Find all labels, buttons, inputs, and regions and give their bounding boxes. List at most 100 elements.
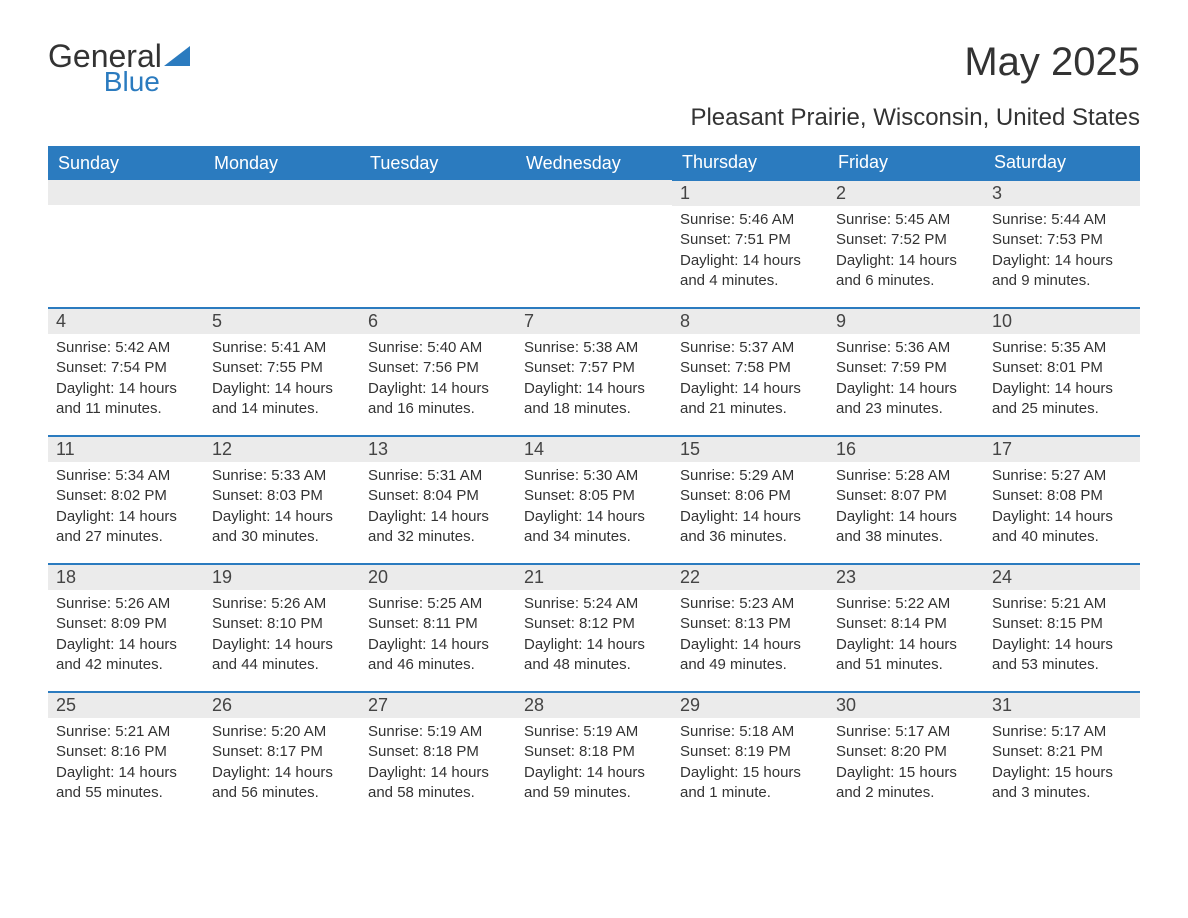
daylight-line: Daylight: 14 hours and 36 minutes. [680, 507, 820, 548]
day-number: 23 [828, 565, 984, 590]
header: General Blue May 2025 [48, 40, 1140, 96]
weekday-header: Tuesday [360, 146, 516, 180]
sunrise-line: Sunrise: 5:26 AM [212, 594, 352, 614]
daylight-line: Daylight: 14 hours and 14 minutes. [212, 379, 352, 420]
daylight-line: Daylight: 14 hours and 48 minutes. [524, 635, 664, 676]
sunrise-line: Sunrise: 5:41 AM [212, 338, 352, 358]
sunset-line: Sunset: 7:58 PM [680, 358, 820, 378]
calendar-cell: 30Sunrise: 5:17 AMSunset: 8:20 PMDayligh… [828, 692, 984, 820]
daylight-line: Daylight: 14 hours and 32 minutes. [368, 507, 508, 548]
day-number: 25 [48, 693, 204, 718]
day-number: 8 [672, 309, 828, 334]
calendar-cell: 5Sunrise: 5:41 AMSunset: 7:55 PMDaylight… [204, 308, 360, 436]
sunrise-line: Sunrise: 5:34 AM [56, 466, 196, 486]
sunset-line: Sunset: 8:05 PM [524, 486, 664, 506]
calendar-cell: 23Sunrise: 5:22 AMSunset: 8:14 PMDayligh… [828, 564, 984, 692]
day-body: Sunrise: 5:37 AMSunset: 7:58 PMDaylight:… [672, 334, 828, 427]
sunset-line: Sunset: 8:16 PM [56, 742, 196, 762]
sunset-line: Sunset: 8:09 PM [56, 614, 196, 634]
day-body: Sunrise: 5:17 AMSunset: 8:21 PMDaylight:… [984, 718, 1140, 811]
calendar-cell [48, 180, 204, 308]
sunset-line: Sunset: 7:57 PM [524, 358, 664, 378]
day-number: 9 [828, 309, 984, 334]
sunrise-line: Sunrise: 5:19 AM [368, 722, 508, 742]
sunset-line: Sunset: 8:10 PM [212, 614, 352, 634]
calendar-cell: 10Sunrise: 5:35 AMSunset: 8:01 PMDayligh… [984, 308, 1140, 436]
daylight-line: Daylight: 14 hours and 56 minutes. [212, 763, 352, 804]
daylight-line: Daylight: 14 hours and 42 minutes. [56, 635, 196, 676]
sunset-line: Sunset: 8:18 PM [368, 742, 508, 762]
calendar-cell: 18Sunrise: 5:26 AMSunset: 8:09 PMDayligh… [48, 564, 204, 692]
sunrise-line: Sunrise: 5:17 AM [992, 722, 1132, 742]
day-body: Sunrise: 5:40 AMSunset: 7:56 PMDaylight:… [360, 334, 516, 427]
daylight-line: Daylight: 14 hours and 11 minutes. [56, 379, 196, 420]
day-body: Sunrise: 5:29 AMSunset: 8:06 PMDaylight:… [672, 462, 828, 555]
sunrise-line: Sunrise: 5:28 AM [836, 466, 976, 486]
sunset-line: Sunset: 8:11 PM [368, 614, 508, 634]
sunset-line: Sunset: 8:21 PM [992, 742, 1132, 762]
day-body: Sunrise: 5:17 AMSunset: 8:20 PMDaylight:… [828, 718, 984, 811]
day-number: 19 [204, 565, 360, 590]
day-body: Sunrise: 5:38 AMSunset: 7:57 PMDaylight:… [516, 334, 672, 427]
calendar-cell: 11Sunrise: 5:34 AMSunset: 8:02 PMDayligh… [48, 436, 204, 564]
calendar-cell: 16Sunrise: 5:28 AMSunset: 8:07 PMDayligh… [828, 436, 984, 564]
calendar-cell: 12Sunrise: 5:33 AMSunset: 8:03 PMDayligh… [204, 436, 360, 564]
day-number: 7 [516, 309, 672, 334]
day-number: 22 [672, 565, 828, 590]
daylight-line: Daylight: 14 hours and 25 minutes. [992, 379, 1132, 420]
day-number: 30 [828, 693, 984, 718]
sunset-line: Sunset: 8:14 PM [836, 614, 976, 634]
sunset-line: Sunset: 8:08 PM [992, 486, 1132, 506]
day-number: 12 [204, 437, 360, 462]
day-body: Sunrise: 5:18 AMSunset: 8:19 PMDaylight:… [672, 718, 828, 811]
daylight-line: Daylight: 15 hours and 3 minutes. [992, 763, 1132, 804]
daylight-line: Daylight: 14 hours and 23 minutes. [836, 379, 976, 420]
sunset-line: Sunset: 8:03 PM [212, 486, 352, 506]
sunrise-line: Sunrise: 5:21 AM [992, 594, 1132, 614]
day-number: 11 [48, 437, 204, 462]
day-number: 24 [984, 565, 1140, 590]
daylight-line: Daylight: 14 hours and 27 minutes. [56, 507, 196, 548]
sunrise-line: Sunrise: 5:36 AM [836, 338, 976, 358]
daylight-line: Daylight: 14 hours and 9 minutes. [992, 251, 1132, 292]
daynum-bar-empty [48, 180, 204, 205]
day-number: 1 [672, 181, 828, 206]
day-number: 3 [984, 181, 1140, 206]
day-body: Sunrise: 5:41 AMSunset: 7:55 PMDaylight:… [204, 334, 360, 427]
daylight-line: Daylight: 14 hours and 46 minutes. [368, 635, 508, 676]
day-body: Sunrise: 5:36 AMSunset: 7:59 PMDaylight:… [828, 334, 984, 427]
sunset-line: Sunset: 8:06 PM [680, 486, 820, 506]
sunrise-line: Sunrise: 5:23 AM [680, 594, 820, 614]
sunrise-line: Sunrise: 5:42 AM [56, 338, 196, 358]
day-number: 5 [204, 309, 360, 334]
calendar-cell: 19Sunrise: 5:26 AMSunset: 8:10 PMDayligh… [204, 564, 360, 692]
weekday-header: Thursday [672, 146, 828, 180]
sunrise-line: Sunrise: 5:25 AM [368, 594, 508, 614]
calendar-cell: 20Sunrise: 5:25 AMSunset: 8:11 PMDayligh… [360, 564, 516, 692]
calendar-cell [516, 180, 672, 308]
day-body: Sunrise: 5:28 AMSunset: 8:07 PMDaylight:… [828, 462, 984, 555]
sunrise-line: Sunrise: 5:44 AM [992, 210, 1132, 230]
daylight-line: Daylight: 14 hours and 49 minutes. [680, 635, 820, 676]
weekday-header: Monday [204, 146, 360, 180]
day-body: Sunrise: 5:26 AMSunset: 8:10 PMDaylight:… [204, 590, 360, 683]
sunset-line: Sunset: 7:54 PM [56, 358, 196, 378]
day-number: 27 [360, 693, 516, 718]
day-number: 17 [984, 437, 1140, 462]
sunset-line: Sunset: 8:13 PM [680, 614, 820, 634]
calendar-cell: 9Sunrise: 5:36 AMSunset: 7:59 PMDaylight… [828, 308, 984, 436]
calendar-cell: 29Sunrise: 5:18 AMSunset: 8:19 PMDayligh… [672, 692, 828, 820]
sunset-line: Sunset: 8:01 PM [992, 358, 1132, 378]
daylight-line: Daylight: 15 hours and 1 minute. [680, 763, 820, 804]
calendar-cell [360, 180, 516, 308]
day-number: 28 [516, 693, 672, 718]
sunset-line: Sunset: 8:07 PM [836, 486, 976, 506]
daynum-bar-empty [516, 180, 672, 205]
sunset-line: Sunset: 7:52 PM [836, 230, 976, 250]
calendar-cell: 27Sunrise: 5:19 AMSunset: 8:18 PMDayligh… [360, 692, 516, 820]
sunset-line: Sunset: 7:51 PM [680, 230, 820, 250]
sunrise-line: Sunrise: 5:21 AM [56, 722, 196, 742]
daylight-line: Daylight: 14 hours and 16 minutes. [368, 379, 508, 420]
day-body: Sunrise: 5:45 AMSunset: 7:52 PMDaylight:… [828, 206, 984, 299]
day-body: Sunrise: 5:46 AMSunset: 7:51 PMDaylight:… [672, 206, 828, 299]
